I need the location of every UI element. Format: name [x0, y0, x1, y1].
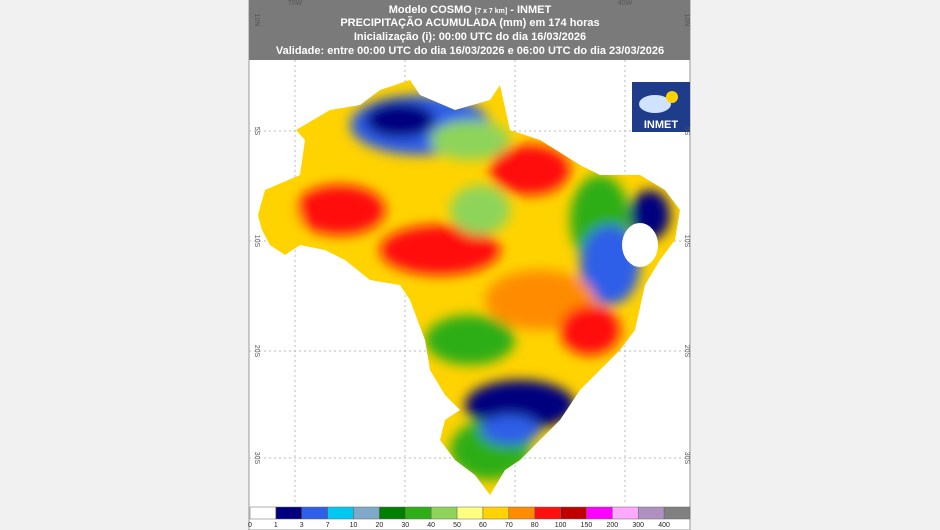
- color-box: [379, 506, 406, 520]
- latitude-label: 5S: [253, 127, 260, 136]
- colorbar-label: 10: [350, 522, 358, 529]
- color-box: [560, 506, 587, 520]
- latitude-label: 20S: [683, 345, 690, 358]
- colorbar-label: 20: [376, 522, 384, 529]
- init-time: Inicialização (i): 00:00 UTC do dia 16/0…: [354, 31, 586, 43]
- source: - INMET: [510, 4, 551, 16]
- color-box: [663, 506, 691, 520]
- color-box: [456, 506, 484, 520]
- color-box: [430, 506, 458, 520]
- colorbar-label: 0: [248, 522, 252, 529]
- color-box: [249, 506, 277, 520]
- latitude-label: 5S: [683, 127, 690, 136]
- colorbar-label: 300: [632, 522, 644, 529]
- latitude-label: 30S: [253, 452, 260, 465]
- colorbar-label: 70: [505, 522, 513, 529]
- latitude-label: 10S: [683, 235, 690, 248]
- color-box: [612, 506, 639, 520]
- colorbar-label: 150: [581, 522, 593, 529]
- latitude-label: 10N: [683, 14, 690, 27]
- validity: Validade: entre 00:00 UTC do dia 16/03/2…: [276, 45, 664, 57]
- colorbar-label: 50: [453, 522, 461, 529]
- colorbar-label: 40: [427, 522, 435, 529]
- color-box: [301, 506, 328, 520]
- colorbar-label: 400: [658, 522, 670, 529]
- latitude-label: 10N: [253, 14, 260, 27]
- logo-text: INMET: [644, 119, 679, 131]
- colorbar-label: 60: [479, 522, 487, 529]
- color-box: [405, 506, 432, 520]
- longitude-label: 40W: [618, 0, 633, 7]
- color-box: [482, 506, 510, 520]
- color-box: [637, 506, 665, 520]
- colorbar-label: 80: [531, 522, 539, 529]
- header-bg: [249, 0, 690, 60]
- color-box: [327, 506, 354, 520]
- colorbar-label: 200: [607, 522, 619, 529]
- longitude-label: 70W: [288, 0, 303, 7]
- latitude-label: 10S: [253, 235, 260, 248]
- colorbar-label: 3: [300, 522, 304, 529]
- resolution: [7 x 7 km]: [475, 8, 507, 15]
- color-box: [508, 506, 535, 520]
- color-box: [586, 506, 613, 520]
- logo: INMET: [632, 82, 690, 132]
- colorbar-label: 7: [326, 522, 330, 529]
- latitude-label: 30S: [683, 452, 690, 465]
- subtitle: PRECIPITAÇÃO ACUMULADA (mm) em 174 horas: [340, 16, 599, 29]
- model: Modelo COSMO: [389, 4, 473, 16]
- color-box: [534, 506, 561, 520]
- colorbar-label: 1: [274, 522, 278, 529]
- color-box: [353, 506, 380, 520]
- colorbar-label: 30: [401, 522, 409, 529]
- colorbar-label: 100: [555, 522, 567, 529]
- latitude-label: 20S: [253, 345, 260, 358]
- color-box: [275, 506, 303, 520]
- title: Modelo COSMO [7 x 7 km] - INMET: [389, 4, 552, 16]
